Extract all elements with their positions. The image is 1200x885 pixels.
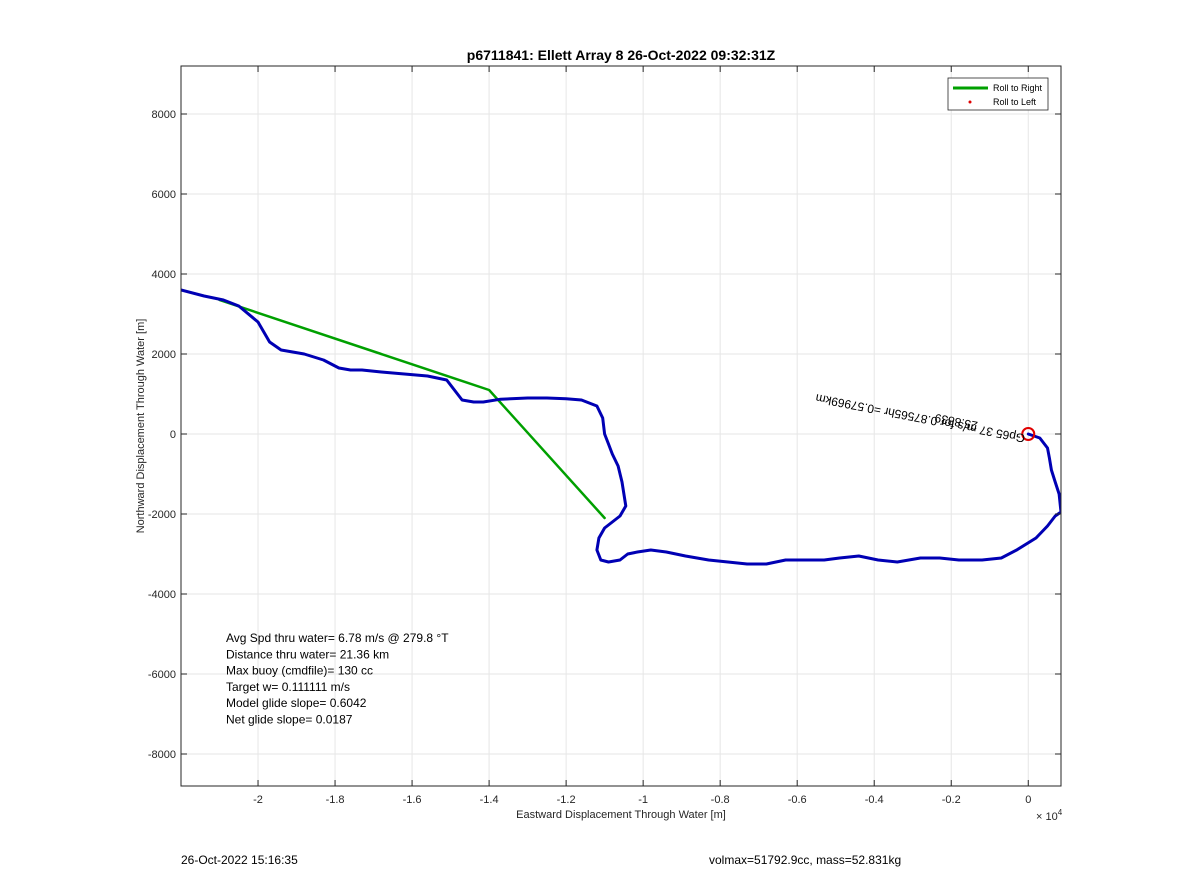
stats-text-block: Avg Spd thru water= 6.78 m/s @ 279.8 °T D… [226,631,449,727]
y-tick-label: 6000 [152,189,176,201]
current-position-marker [1021,427,1036,441]
axes-frame [180,65,1062,787]
stat-line: Target w= 0.111111 m/s [226,680,350,694]
x-tick-label: -1.8 [326,794,345,806]
y-tick-label: -4000 [148,589,176,601]
glider-track-line [181,288,1061,566]
legend-box [947,77,1049,111]
ticks: -2 -1.8 -1.6 -1.4 -1.2 -1 -0.8 -0.6 -0.4 -0.2 0 -80… [148,66,1061,806]
roll-to-right-line [218,298,606,520]
chart-title: p6711841: Ellett Array 8 26-Oct-2022 09:… [467,47,776,63]
x-tick-label: -0.4 [865,794,884,806]
x-tick-label: -0.8 [711,794,730,806]
stat-line: Max buoy (cmdfile)= 130 cc [226,664,373,678]
stat-line: Model glide slope= 0.6042 [226,696,367,710]
x-axis-exponent: × 104 [1036,808,1063,823]
y-tick-label: -2000 [148,509,176,521]
y-tick-label: 0 [170,429,176,441]
y-tick-label: 2000 [152,349,176,361]
y-tick-label: 8000 [152,109,176,121]
x-tick-label: -2 [253,794,263,806]
x-axis-label: Eastward Displacement Through Water [m] [516,809,726,821]
x-tick-label: -1.2 [557,794,576,806]
x-tick-label: 0 [1025,794,1031,806]
legend-label: Roll to Left [993,97,1037,107]
x-tick-label: -1.6 [403,794,422,806]
x-tick-label: -1.4 [480,794,499,806]
stat-line: Net glide slope= 0.0187 [226,713,353,727]
y-tick-label: 4000 [152,269,176,281]
stat-line: Distance thru water= 21.36 km [226,647,389,661]
plot-area [181,288,1061,566]
footer-timestamp: 26-Oct-2022 15:16:35 [181,853,298,867]
footer-volmax-mass: volmax=51792.9cc, mass=52.831kg [709,853,901,867]
legend-label: Roll to Right [993,83,1043,93]
x-tick-label: -1 [638,794,648,806]
stat-line: Avg Spd thru water= 6.78 m/s @ 279.8 °T [226,631,449,645]
y-tick-label: -6000 [148,669,176,681]
x-tick-label: -0.6 [788,794,807,806]
legend-swatch-point [968,100,972,104]
legend: Roll to Right Roll to Left [947,77,1049,111]
x-tick-label: -0.2 [942,794,961,806]
y-axis-label: Northward Displacement Through Water [m] [135,319,147,534]
y-tick-label: -8000 [148,749,176,761]
